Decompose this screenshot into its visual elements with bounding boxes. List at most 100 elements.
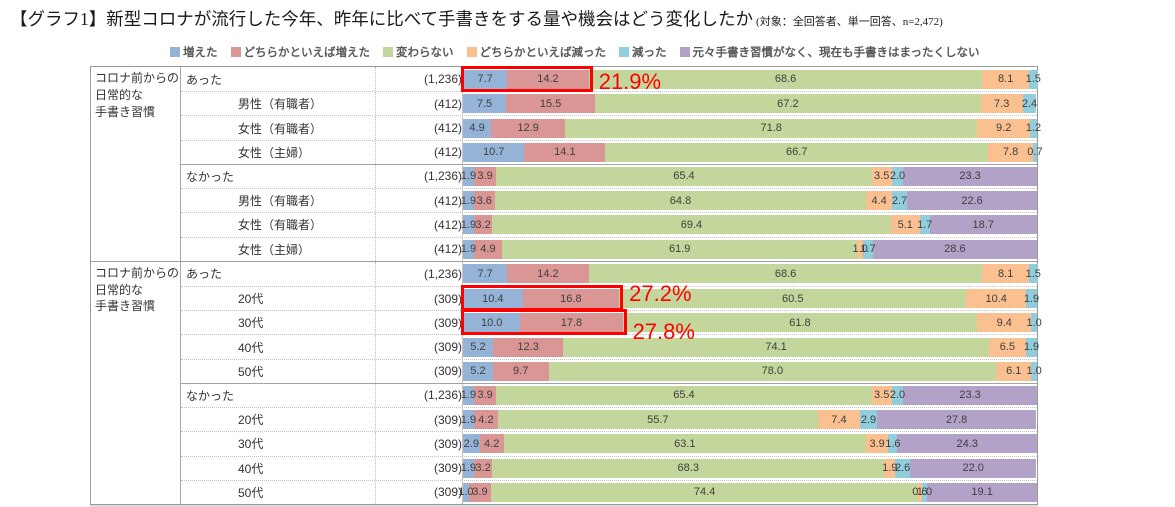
stacked-bar: 5.2 12.3 74.1 6.5 1.9 — [463, 337, 1040, 357]
segment-value-label: 1.0 — [852, 243, 868, 256]
bar-segment: 7.7 — [463, 264, 508, 284]
stacked-bar: 10.7 14.1 66.7 7.8 0.7 — [463, 142, 1043, 162]
segment-value-label: 65.4 — [673, 389, 695, 402]
row-bar-cell: 5.2 12.3 74.1 6.5 1.9 — [462, 335, 1040, 359]
group-label-line: 手書き習慣 — [95, 104, 156, 119]
bar-segment: 4.9 — [463, 118, 492, 138]
segment-value-label: 0.6 — [912, 486, 928, 499]
bar-segment: 3.9 — [473, 385, 497, 405]
row-n-value: (1,236) — [423, 388, 462, 403]
segment-value-label: 1.9 — [460, 170, 477, 183]
row-n-value: (309) — [433, 461, 462, 476]
table-row: 50代 (309) 5.2 9.7 78.0 6.1 1.0 — [181, 358, 1042, 383]
segment-value-label: 27.8 — [945, 413, 968, 426]
row-bar-cell: 4.9 12.9 71.8 9.2 1.2 — [462, 116, 1041, 140]
segment-value-label: 7.5 — [476, 97, 493, 110]
bar-segment: 2.9 — [463, 434, 480, 454]
bar-segment: 10.0 — [463, 313, 521, 333]
segment-value-label: 9.7 — [513, 365, 529, 378]
bar-segment: 14.2 — [507, 69, 589, 89]
bar-segment: 18.7 — [929, 215, 1037, 235]
segment-value-label: 8.1 — [998, 267, 1014, 280]
segment-value-label: 1.9 — [1023, 341, 1040, 354]
segment-value-label: 78.0 — [761, 365, 784, 378]
segment-value-label: 17.8 — [560, 316, 583, 329]
segment-value-label: 24.3 — [956, 437, 978, 450]
stacked-bar: 1.9 3.2 68.3 1.9 2.6 22.0 — [461, 458, 1037, 478]
stacked-bar: 1.9 3.2 69.4 5.1 1.7 18.7 — [461, 215, 1037, 235]
legend-label: 変わらない — [396, 47, 454, 59]
legend-item: 元々手書き習慣がなく、現在も手書きはまったくしない — [679, 44, 980, 60]
bar-segment: 5.1 — [890, 215, 920, 235]
segment-value-label: 1.7 — [860, 243, 876, 256]
chart-title: 【グラフ1】新型コロナが流行した今年、昨年に比べて手書きをする量や機会はどう変化… — [10, 9, 754, 29]
bar-segment: 12.9 — [491, 118, 566, 138]
segment-value-label: 1.9 — [460, 194, 477, 207]
annotation-box — [461, 284, 624, 312]
bar-segment: 1.0 — [458, 482, 474, 502]
segment-value-label: 2.6 — [894, 462, 911, 475]
bar-segment: 1.6 — [885, 434, 901, 454]
row-bar-cell: 5.2 9.7 78.0 6.1 1.0 — [462, 359, 1042, 383]
segment-value-label: 7.7 — [477, 267, 493, 280]
segment-value-label: 8.1 — [998, 73, 1014, 86]
group-label-line: 日常的な — [95, 87, 144, 102]
row-n-value: (412) — [433, 145, 462, 160]
bar-segment: 19.1 — [927, 482, 1037, 502]
row-bar-cell: 1.9 3.9 65.4 3.5 2.0 23.3 — [461, 383, 1037, 408]
legend-label: 減った — [632, 47, 667, 59]
bar-segment: 1.9 — [882, 458, 897, 478]
bar-segment: 23.3 — [903, 385, 1037, 405]
bar-segment: 1.9 — [460, 191, 477, 211]
bar-segment: 1.2 — [1026, 118, 1041, 138]
segment-value-label: 3.9 — [477, 170, 493, 183]
row-n-value: (1,236) — [423, 266, 462, 281]
segment-value-label: 2.4 — [1021, 97, 1038, 110]
group-rows: あった (1,236) 7.7 14.2 68.6 8.1 1.5 男性（有職者） (412) 7… — [181, 67, 1043, 261]
row-n-value: (412) — [433, 242, 462, 257]
stacked-bar: 7.5 15.5 67.2 7.3 2.4 — [463, 94, 1038, 114]
stacked-bar: 1.9 3.6 64.8 4.4 2.7 22.6 — [460, 191, 1037, 211]
segment-value-label: 18.7 — [972, 218, 994, 231]
segment-value-label: 3.2 — [475, 218, 491, 231]
row-bar-cell: 1.9 4.2 55.7 7.4 2.9 27.8 — [460, 408, 1037, 432]
bar-segment: 1.7 — [860, 239, 876, 259]
segment-value-label: 23.3 — [959, 389, 981, 402]
bar-segment: 8.1 — [982, 69, 1029, 89]
row-n-value: (412) — [433, 217, 462, 232]
legend-label: どちらかといえば増えた — [243, 47, 371, 59]
segment-value-label: 4.9 — [480, 243, 496, 256]
bar-segment: 1.0 — [853, 239, 868, 259]
legend-swatch-icon — [383, 47, 393, 57]
row-bar-cell: 1.0 3.9 74.4 0.6 1.0 19.1 — [458, 480, 1037, 504]
bar-segment: 14.2 — [507, 264, 589, 284]
segment-value-label: 1.9 — [460, 413, 477, 426]
legend-swatch-icon — [170, 47, 180, 57]
bar-segment: 60.5 — [619, 289, 967, 309]
stacked-bar: 7.7 14.2 68.6 8.1 1.5 — [463, 69, 1041, 89]
segment-value-label: 14.1 — [554, 146, 576, 159]
row-n-value: (309) — [433, 340, 462, 355]
segment-value-label: 68.6 — [774, 267, 797, 280]
bar-segment: 24.3 — [897, 434, 1037, 454]
segment-value-label: 67.2 — [777, 97, 799, 110]
bar-segment: 23.3 — [903, 166, 1037, 186]
stacked-bar: 10.0 17.8 61.8 9.4 1.0 — [463, 313, 1042, 333]
stacked-bar: 1.9 4.9 61.9 1.0 1.7 28.6 — [461, 239, 1037, 259]
bar-segment: 1.9 — [460, 410, 477, 430]
stacked-bar: 1.0 3.9 74.4 0.6 1.0 19.1 — [458, 482, 1037, 502]
segment-value-label: 9.4 — [996, 316, 1012, 329]
bar-segment: 7.5 — [463, 94, 507, 114]
bar-segment: 66.7 — [605, 142, 989, 162]
segment-value-label: 1.0 — [458, 486, 474, 499]
annotation-label: 27.2% — [629, 280, 692, 306]
bar-segment: 3.6 — [473, 191, 495, 211]
segment-value-label: 1.5 — [1025, 73, 1041, 86]
bar-segment: 74.1 — [563, 337, 989, 357]
table-row: 男性（有職者） (412) 1.9 3.6 64.8 4.4 2.7 22.6 — [181, 188, 1037, 213]
row-n-value: (309) — [433, 436, 462, 451]
bar-segment: 1.9 — [461, 458, 476, 478]
table-row: あった (1,236) 7.7 14.2 68.6 8.1 1.5 — [181, 67, 1041, 92]
bar-segment: 27.8 — [876, 410, 1037, 430]
segment-value-label: 74.4 — [693, 486, 716, 499]
